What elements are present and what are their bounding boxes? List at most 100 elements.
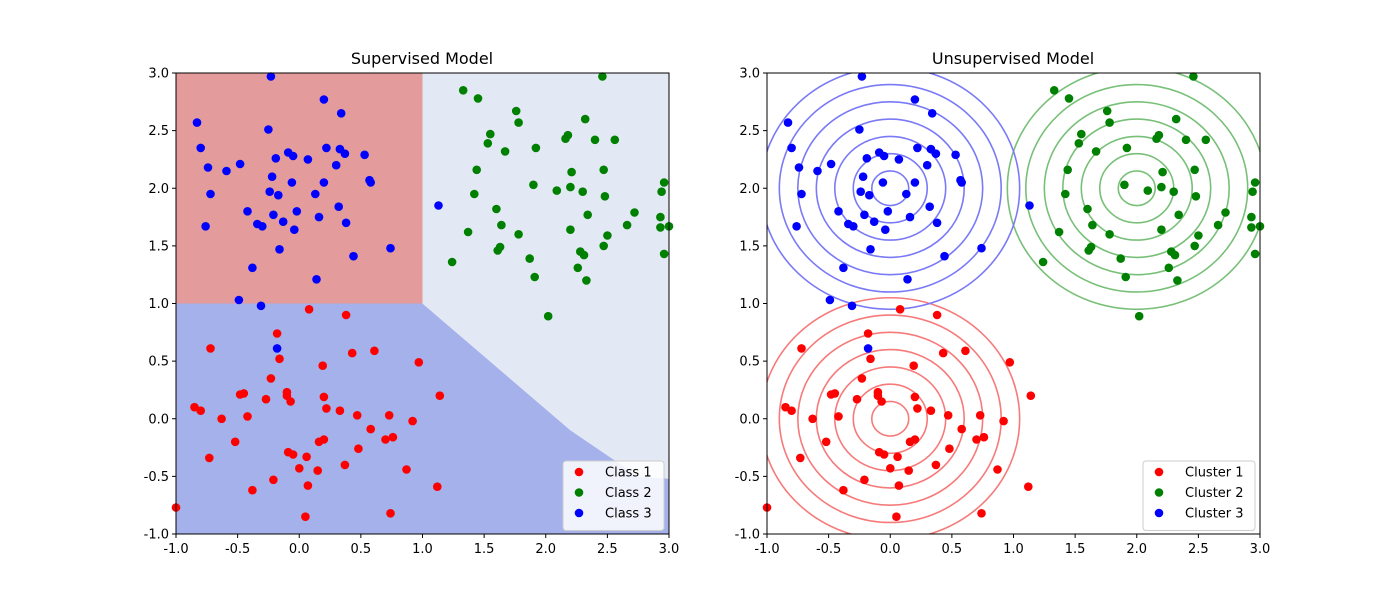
point-cluster-1	[879, 450, 889, 459]
point-class-2	[657, 187, 666, 196]
point-class-2	[566, 225, 575, 234]
point-class-1	[301, 512, 310, 521]
point-cluster-1	[932, 310, 942, 320]
point-cluster-3	[849, 222, 858, 231]
point-cluster-3	[839, 263, 848, 273]
x-tick-label: -1.0	[754, 542, 779, 557]
legend-label-class-2: Class 2	[605, 486, 652, 501]
point-cluster-2	[1170, 250, 1180, 260]
y-tick-label: -1.0	[144, 528, 169, 543]
point-class-2	[599, 241, 608, 251]
legend-label-cluster-2: Cluster 2	[1185, 486, 1244, 501]
point-class-1	[433, 482, 442, 492]
point-cluster-3	[940, 251, 949, 261]
region-class-2	[422, 73, 669, 479]
point-class-3	[248, 263, 257, 273]
point-cluster-2	[1091, 147, 1101, 156]
point-class-1	[217, 414, 226, 424]
point-cluster-3	[865, 190, 874, 200]
y-tick-label: 1.5	[739, 239, 760, 254]
point-cluster-2	[1250, 249, 1260, 259]
point-class-3	[265, 187, 275, 196]
point-cluster-3	[910, 95, 920, 104]
point-class-1	[302, 452, 311, 462]
point-class-3	[272, 344, 282, 353]
point-cluster-2	[1121, 272, 1130, 282]
point-cluster-2	[1143, 186, 1153, 195]
point-class-3	[266, 72, 276, 81]
point-cluster-3	[783, 118, 793, 127]
point-class-3	[234, 295, 244, 305]
point-class-2	[492, 204, 501, 214]
point-class-3	[434, 201, 443, 210]
point-cluster-1	[993, 465, 1002, 474]
contour-cluster-1	[852, 383, 929, 455]
point-class-2	[529, 180, 538, 190]
point-class-2	[659, 178, 669, 187]
point-cluster-1	[957, 424, 966, 434]
point-cluster-1	[877, 397, 886, 406]
point-cluster-2	[1173, 276, 1182, 285]
point-class-2	[573, 263, 583, 273]
point-class-1	[381, 435, 390, 444]
point-cluster-3	[834, 207, 843, 216]
point-cluster-1	[892, 512, 901, 521]
point-cluster-1	[860, 475, 869, 485]
point-class-2	[590, 135, 600, 145]
point-class-2	[583, 210, 592, 220]
point-class-2	[582, 276, 591, 285]
point-class-2	[530, 272, 539, 282]
point-cluster-2	[1074, 139, 1084, 148]
point-cluster-3	[931, 149, 941, 158]
point-class-3	[303, 155, 313, 164]
point-cluster-3	[862, 154, 872, 163]
point-cluster-1	[893, 452, 902, 462]
point-class-1	[288, 450, 298, 459]
point-cluster-1	[972, 435, 981, 444]
point-cluster-3	[826, 159, 836, 169]
point-class-2	[497, 220, 506, 230]
point-cluster-2	[1201, 135, 1211, 145]
point-class-2	[599, 165, 608, 175]
y-tick-label: 2.5	[148, 124, 169, 139]
y-tick-label: -1.0	[735, 528, 760, 543]
point-class-2	[659, 249, 669, 259]
point-class-1	[239, 389, 249, 398]
point-cluster-1	[821, 437, 831, 447]
legend-marker-cluster-2	[1154, 488, 1164, 497]
point-class-2	[567, 167, 576, 177]
unsupervised-title: Unsupervised Model	[932, 49, 1094, 68]
point-cluster-3	[878, 178, 888, 187]
point-class-2	[500, 147, 510, 156]
point-cluster-2	[1190, 165, 1199, 175]
point-cluster-1	[863, 329, 873, 338]
x-tick-label: 1.5	[474, 542, 495, 557]
point-class-1	[318, 361, 328, 371]
point-cluster-2	[1213, 220, 1223, 230]
legend-marker-class-2	[574, 488, 584, 497]
point-cluster-2	[1064, 94, 1074, 103]
point-class-2	[463, 227, 473, 237]
point-class-3	[288, 151, 298, 161]
contour-cluster-3	[797, 101, 984, 276]
contour-cluster-3	[815, 118, 965, 259]
point-class-1	[388, 432, 398, 442]
point-cluster-1	[913, 404, 922, 413]
point-cluster-2	[1120, 180, 1129, 190]
point-cluster-1	[945, 444, 954, 454]
x-tick-label: 2.0	[535, 542, 556, 557]
point-class-2	[566, 182, 575, 192]
point-cluster-1	[943, 411, 953, 420]
point-cluster-3	[902, 189, 911, 199]
contour-cluster-2	[1025, 83, 1249, 293]
point-class-2	[578, 187, 587, 196]
point-class-3	[290, 225, 299, 234]
point-cluster-1	[839, 485, 848, 495]
point-cluster-3	[881, 225, 890, 234]
point-class-2	[622, 220, 632, 230]
point-cluster-2	[1189, 72, 1198, 81]
point-cluster-3	[903, 275, 912, 284]
supervised-axes: -1.0 -0.5 0.0 0.5 1.0 1.5 2.0 2.5 3.0 -1.0 -0.5 0.0…	[144, 67, 680, 558]
point-class-1	[341, 310, 351, 320]
x-tick-label: 0.0	[880, 542, 901, 557]
